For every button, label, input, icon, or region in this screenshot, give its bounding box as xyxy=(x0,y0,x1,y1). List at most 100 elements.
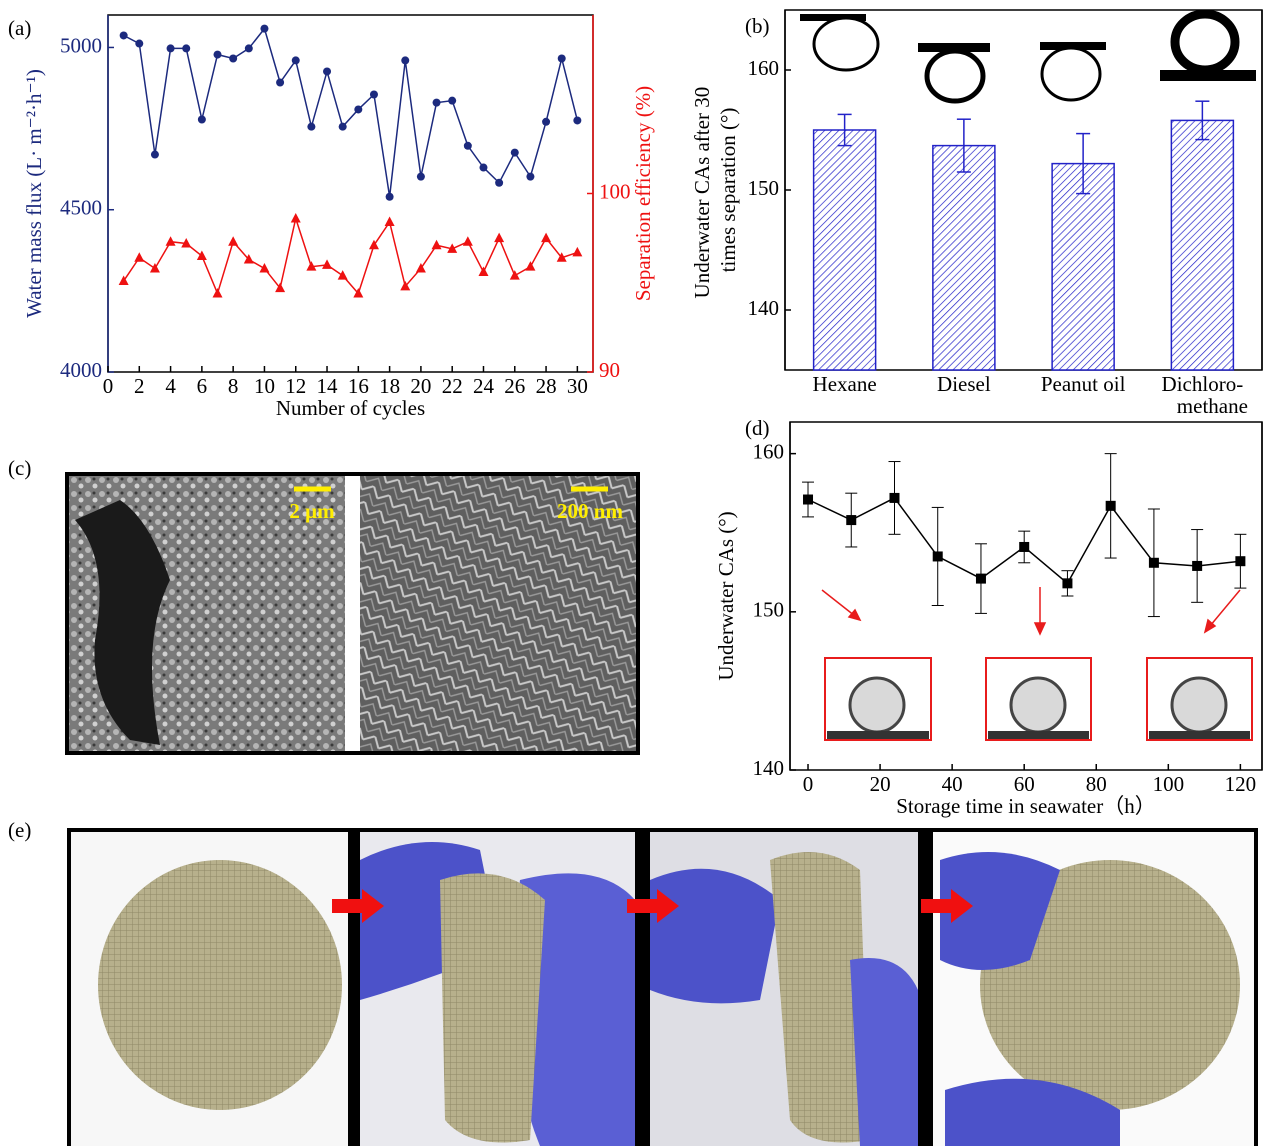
data-point xyxy=(1192,561,1202,571)
bar xyxy=(933,146,995,370)
panel-label: (c) xyxy=(8,456,31,480)
x-tick-label: 22 xyxy=(442,374,463,398)
data-point xyxy=(803,495,813,505)
data-point xyxy=(229,54,237,62)
data-point xyxy=(1019,542,1029,552)
data-point xyxy=(386,193,394,201)
bar xyxy=(814,130,876,370)
data-point xyxy=(572,247,582,257)
data-point xyxy=(151,151,159,159)
x-tick-label: 26 xyxy=(504,374,525,398)
x-tick-label: 8 xyxy=(228,374,239,398)
data-point xyxy=(213,288,223,298)
scale-bar-label: 200 nm xyxy=(557,499,623,523)
data-point xyxy=(479,164,487,172)
x-tick-label: Hexane xyxy=(813,372,877,396)
x-tick-label: 10 xyxy=(254,374,275,398)
data-point xyxy=(495,179,503,187)
data-point xyxy=(167,44,175,52)
data-point xyxy=(432,240,442,250)
data-point xyxy=(1149,558,1159,568)
data-point xyxy=(417,173,425,181)
data-point xyxy=(135,40,143,48)
y-tick-label: 5000 xyxy=(60,33,102,57)
x-tick-label: 80 xyxy=(1086,772,1107,796)
droplet-insets xyxy=(822,587,1252,740)
y-axis-label: Underwater CAs after 30 times separation… xyxy=(690,82,740,299)
plot-frame xyxy=(108,15,593,372)
data-point xyxy=(541,233,551,243)
x-tick-label: 40 xyxy=(942,772,963,796)
x-tick-label: 18 xyxy=(379,374,400,398)
y-tick-label: 150 xyxy=(753,598,785,622)
data-point xyxy=(307,123,315,131)
data-point xyxy=(166,236,176,246)
data-point xyxy=(494,233,504,243)
data-point xyxy=(1235,556,1245,566)
data-point xyxy=(448,97,456,105)
data-point xyxy=(276,79,284,87)
data-point xyxy=(1062,578,1072,588)
figure: (a) (b) (c) (d) (e) 2 μm 200 nm xyxy=(0,0,1271,1146)
x-tick-label: Diesel xyxy=(937,372,991,396)
bar xyxy=(1171,120,1233,370)
data-point xyxy=(510,270,520,280)
data-point xyxy=(120,31,128,39)
y2-tick-label: 100 xyxy=(599,179,631,203)
data-point xyxy=(245,44,253,52)
data-point xyxy=(292,56,300,64)
data-point xyxy=(197,250,207,260)
page: (a) (b) (c) (d) (e) 2 μm 200 nm xyxy=(0,0,1271,1146)
y-tick-label: 4500 xyxy=(60,196,102,220)
data-point xyxy=(526,173,534,181)
data-point xyxy=(291,213,301,223)
series-line xyxy=(124,218,578,293)
y-tick-label: 140 xyxy=(748,296,780,320)
panel-label: (a) xyxy=(8,16,31,40)
data-point xyxy=(339,123,347,131)
data-point xyxy=(338,270,348,280)
y2-axis-label: Separation efficiency (%) xyxy=(631,86,655,301)
flexibility-photos xyxy=(67,828,1258,1146)
data-point xyxy=(323,67,331,75)
data-point xyxy=(198,116,206,124)
data-point xyxy=(573,116,581,124)
y-tick-label: 160 xyxy=(753,439,785,463)
x-tick-label: 120 xyxy=(1225,772,1257,796)
data-point xyxy=(1106,501,1116,511)
data-point xyxy=(385,217,395,227)
y-tick-label: 4000 xyxy=(60,358,102,382)
y-tick-label: 160 xyxy=(748,56,780,80)
x-axis-label: Number of cycles xyxy=(276,396,425,420)
x-tick-label: 20 xyxy=(870,772,891,796)
data-point xyxy=(933,551,943,561)
panel-label: (d) xyxy=(745,416,770,440)
x-tick-label: Dichloro-methane xyxy=(1162,372,1248,418)
x-tick-label: 6 xyxy=(197,374,208,398)
x-tick-label: 0 xyxy=(803,772,814,796)
data-point xyxy=(511,149,519,157)
x-tick-label: 4 xyxy=(165,374,176,398)
x-tick-label: 12 xyxy=(285,374,306,398)
x-tick-label: 28 xyxy=(536,374,557,398)
data-point xyxy=(150,263,160,273)
x-tick-label: 30 xyxy=(567,374,588,398)
x-tick-label: 100 xyxy=(1153,772,1185,796)
data-point xyxy=(464,142,472,150)
y-axis-label: Water mass flux (L· m⁻²·h⁻¹) xyxy=(22,69,46,318)
scale-bar-label: 2 μm xyxy=(289,499,335,523)
y-axis-label: Underwater CAs (°) xyxy=(714,511,738,680)
x-axis-label: Storage time in seawater（h） xyxy=(896,794,1156,818)
sem-images: 2 μm 200 nm xyxy=(65,472,640,755)
x-tick-label: 60 xyxy=(1014,772,1035,796)
data-point xyxy=(478,267,488,277)
data-point xyxy=(228,236,238,246)
y2-tick-label: 90 xyxy=(599,358,620,382)
data-point xyxy=(525,261,535,271)
x-tick-label: 16 xyxy=(348,374,369,398)
data-point xyxy=(259,263,269,273)
panel-label: (e) xyxy=(8,818,31,842)
data-point xyxy=(134,252,144,262)
data-point xyxy=(370,91,378,99)
y-tick-label: 150 xyxy=(748,176,780,200)
